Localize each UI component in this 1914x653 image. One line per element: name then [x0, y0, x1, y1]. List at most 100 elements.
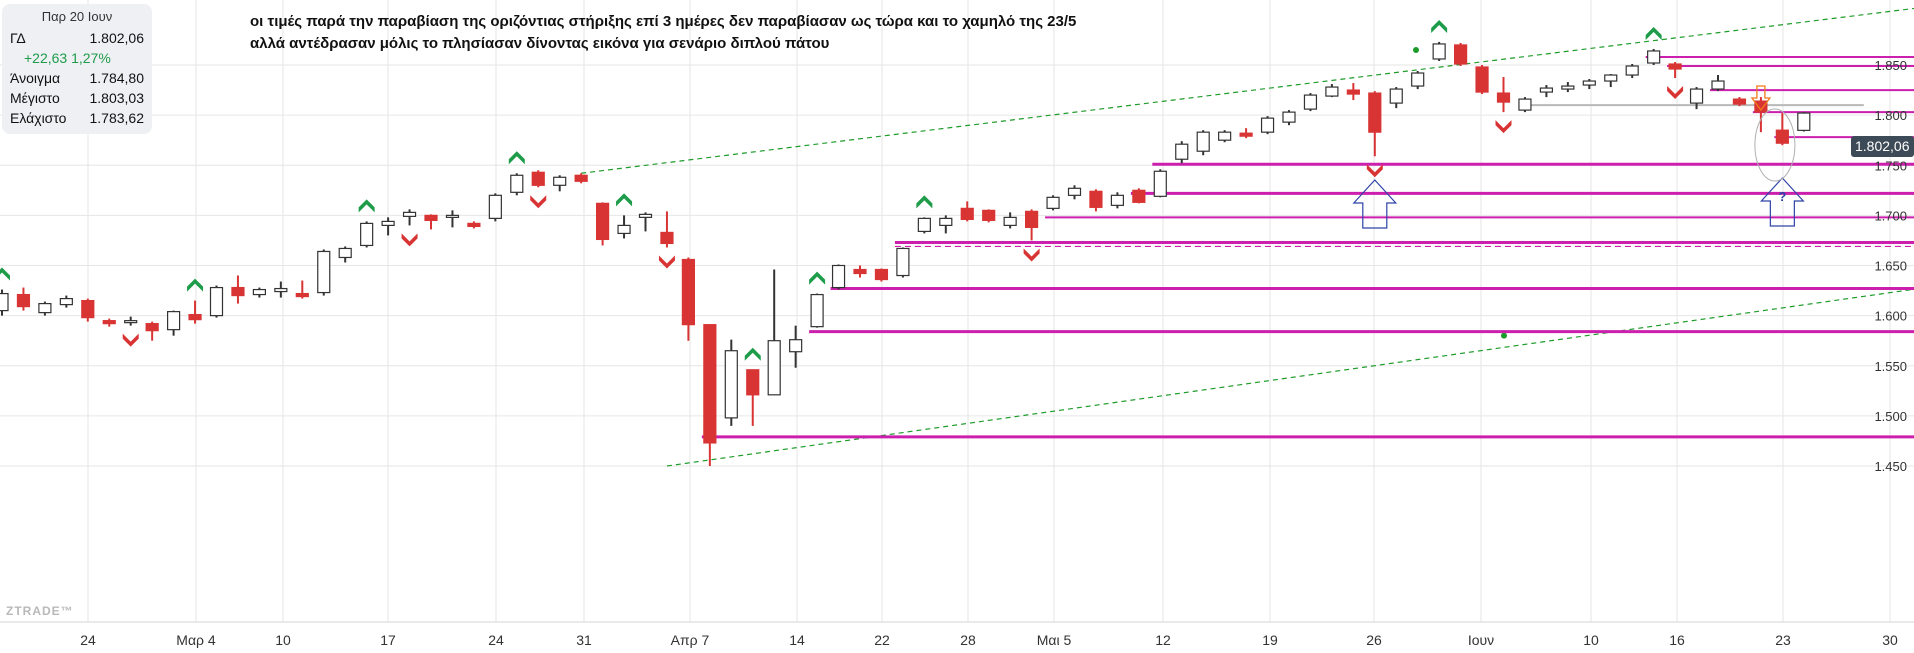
candle-body	[1196, 131, 1210, 152]
candle	[338, 246, 352, 263]
candle	[939, 215, 953, 234]
last-price-badge: 1.802,06	[1851, 136, 1914, 157]
x-tick-label: 23	[1775, 632, 1791, 648]
signal-up-icon	[1431, 19, 1448, 33]
chevron-down-icon	[401, 233, 418, 247]
candle-body	[746, 369, 760, 396]
candle	[1089, 189, 1103, 212]
candle	[874, 268, 889, 282]
candle	[1046, 195, 1060, 211]
candle-body	[0, 292, 9, 312]
candle	[81, 298, 95, 322]
candle-body	[1411, 72, 1425, 87]
x-tick-label: 31	[576, 632, 592, 648]
candle-body	[295, 292, 309, 298]
signal-up-icon	[916, 195, 933, 209]
open-label: Άνοιγμα	[10, 70, 61, 86]
candle	[1797, 112, 1811, 132]
x-tick-label: 10	[275, 632, 291, 648]
x-tick-label: 30	[1882, 632, 1898, 648]
chevron-down-icon	[530, 195, 547, 209]
candle	[1561, 82, 1575, 93]
chevron-up-icon	[916, 195, 933, 209]
x-tick-label: 12	[1155, 632, 1171, 648]
candle	[1775, 113, 1789, 146]
candle	[1754, 97, 1768, 133]
candle-body	[124, 320, 138, 324]
candle-body	[145, 323, 159, 332]
candle	[595, 202, 610, 246]
candle	[1368, 91, 1382, 157]
candle-body	[853, 268, 867, 275]
x-tick-label: Ιουν	[1468, 632, 1494, 648]
candle-body	[1518, 98, 1532, 111]
annotation-line-1: οι τιμές παρά την παραβίαση της οριζόντι…	[250, 13, 1077, 30]
chevron-down-icon	[1667, 86, 1684, 100]
candle-body	[424, 214, 438, 221]
candle-body	[1346, 89, 1360, 95]
chevron-down-icon	[658, 255, 675, 269]
candle	[1110, 192, 1125, 209]
candle-body	[1089, 190, 1103, 208]
trend-lines	[581, 7, 1914, 467]
candle	[1175, 141, 1189, 164]
candle-body	[1303, 94, 1318, 110]
x-tick-label: 10	[1583, 632, 1599, 648]
signal-up-icon	[187, 278, 204, 292]
candle-body	[617, 224, 631, 235]
y-tick-label: 1.650	[1874, 259, 1907, 274]
y-tick-label: 1.450	[1874, 459, 1907, 474]
chevron-up-icon	[744, 347, 761, 361]
candlesticks	[0, 41, 1811, 466]
candle-body	[1604, 74, 1618, 82]
candle	[660, 211, 674, 248]
candle	[1389, 87, 1403, 109]
candle-body	[1689, 88, 1704, 104]
candle	[1411, 71, 1425, 90]
candle-body	[1539, 87, 1554, 93]
chart-annotation: οι τιμές παρά την παραβίαση της οριζόντι…	[250, 11, 1076, 55]
candle-body	[874, 268, 889, 281]
candle-body	[1797, 112, 1811, 131]
candle-body	[81, 299, 95, 319]
candle	[1303, 93, 1318, 112]
x-tick-label: 28	[960, 632, 976, 648]
candle-body	[810, 293, 824, 328]
candle	[1432, 41, 1446, 61]
chevron-up-icon	[0, 267, 10, 281]
info-close-row: ΓΔ 1.802,06	[10, 28, 144, 48]
arrow-outline	[1759, 177, 1805, 227]
candle-body	[1711, 80, 1725, 90]
x-tick-label: 22	[874, 632, 890, 648]
close-value: 1.802,06	[89, 30, 145, 46]
chevron-up-icon	[187, 278, 204, 292]
signal-down-icon	[1667, 86, 1684, 100]
y-tick-label: 1.750	[1874, 158, 1907, 173]
candle	[188, 300, 202, 324]
candle	[1647, 48, 1661, 65]
candle	[360, 221, 374, 248]
candle-body	[402, 211, 417, 217]
x-axis: 24 Μαρ 4 10 17 24 31 Απρ 7 14 22 28 Μαι 5 12 19 26 Ιου…	[0, 621, 1914, 648]
candle	[1711, 75, 1725, 92]
candle-body	[1067, 187, 1082, 196]
signal-down-icon	[658, 255, 675, 269]
candle	[1539, 85, 1554, 98]
candle-body	[638, 213, 653, 218]
signal-up-icon	[616, 193, 633, 207]
candle	[467, 221, 481, 229]
close-label: ΓΔ	[10, 30, 26, 46]
candle	[59, 295, 73, 308]
highlight-ellipse	[1754, 108, 1796, 182]
signal-down-icon	[1023, 248, 1040, 262]
candle	[1132, 188, 1146, 204]
candle	[1689, 87, 1704, 110]
info-date: Παρ 20 Ιουν	[41, 9, 113, 24]
signal-markers: ?	[0, 19, 1805, 361]
candle-body	[724, 350, 738, 419]
big-arrow-up-icon: ?	[1759, 177, 1805, 227]
x-tick-label: 24	[80, 632, 96, 648]
candle	[982, 209, 996, 223]
candle-body	[1110, 194, 1125, 206]
